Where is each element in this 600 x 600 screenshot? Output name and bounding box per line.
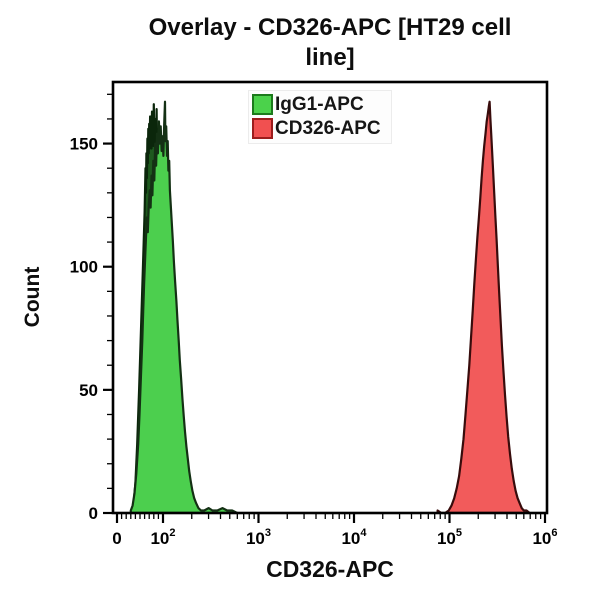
svg-text:104: 104 <box>341 527 367 548</box>
chart-title-line-2: line] <box>305 44 355 71</box>
legend-item-igg1-apc: IgG1-APC <box>252 94 381 115</box>
legend-swatch-igg1-apc <box>252 94 273 115</box>
svg-text:103: 103 <box>246 527 271 548</box>
y-axis-label: Count <box>21 266 44 328</box>
x-axis-label: CD326-APC <box>266 556 394 582</box>
svg-text:50: 50 <box>79 381 98 400</box>
svg-text:0: 0 <box>112 529 121 548</box>
svg-text:100: 100 <box>70 258 98 277</box>
chart-title-line-1: Overlay - CD326-APC [HT29 cell <box>148 14 512 41</box>
legend-item-cd326-apc: CD326-APC <box>252 118 381 139</box>
chart-title: Overlay - CD326-APC [HT29 cell line] <box>113 13 547 73</box>
svg-text:105: 105 <box>437 527 462 548</box>
svg-text:102: 102 <box>150 527 175 548</box>
legend-swatch-cd326-apc <box>252 118 273 139</box>
svg-text:0: 0 <box>89 504 98 523</box>
legend: IgG1-APC CD326-APC <box>248 90 392 144</box>
legend-label-cd326-apc: CD326-APC <box>275 118 381 139</box>
svg-text:150: 150 <box>70 135 98 154</box>
svg-text:106: 106 <box>532 527 557 548</box>
legend-label-igg1-apc: IgG1-APC <box>275 94 364 115</box>
